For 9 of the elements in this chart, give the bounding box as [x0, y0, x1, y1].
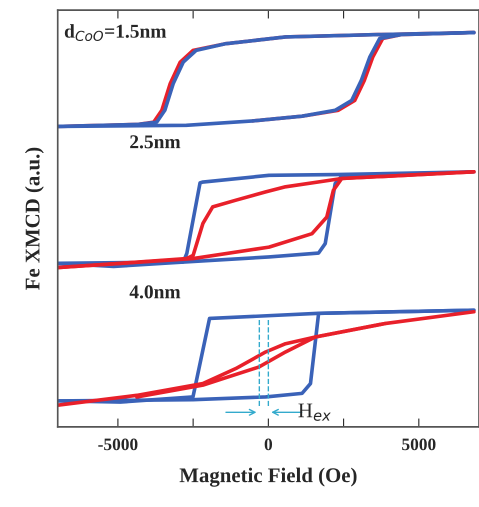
annotation: H$_{ex}$ [298, 404, 331, 421]
y-axis-title: Fe XMCD (a.u.) [24, 148, 44, 290]
x-tick-label: 0 [264, 438, 272, 450]
annotation: d$_{CoO}$=1.5nm [64, 24, 166, 41]
annotation: 2.5nm [130, 135, 180, 148]
x-tick-label: -5000 [98, 438, 138, 450]
annotation: 4.0nm [130, 285, 180, 298]
x-tick-label: 5000 [402, 438, 436, 450]
x-axis-title: Magnetic Field (Oe) [180, 468, 357, 487]
